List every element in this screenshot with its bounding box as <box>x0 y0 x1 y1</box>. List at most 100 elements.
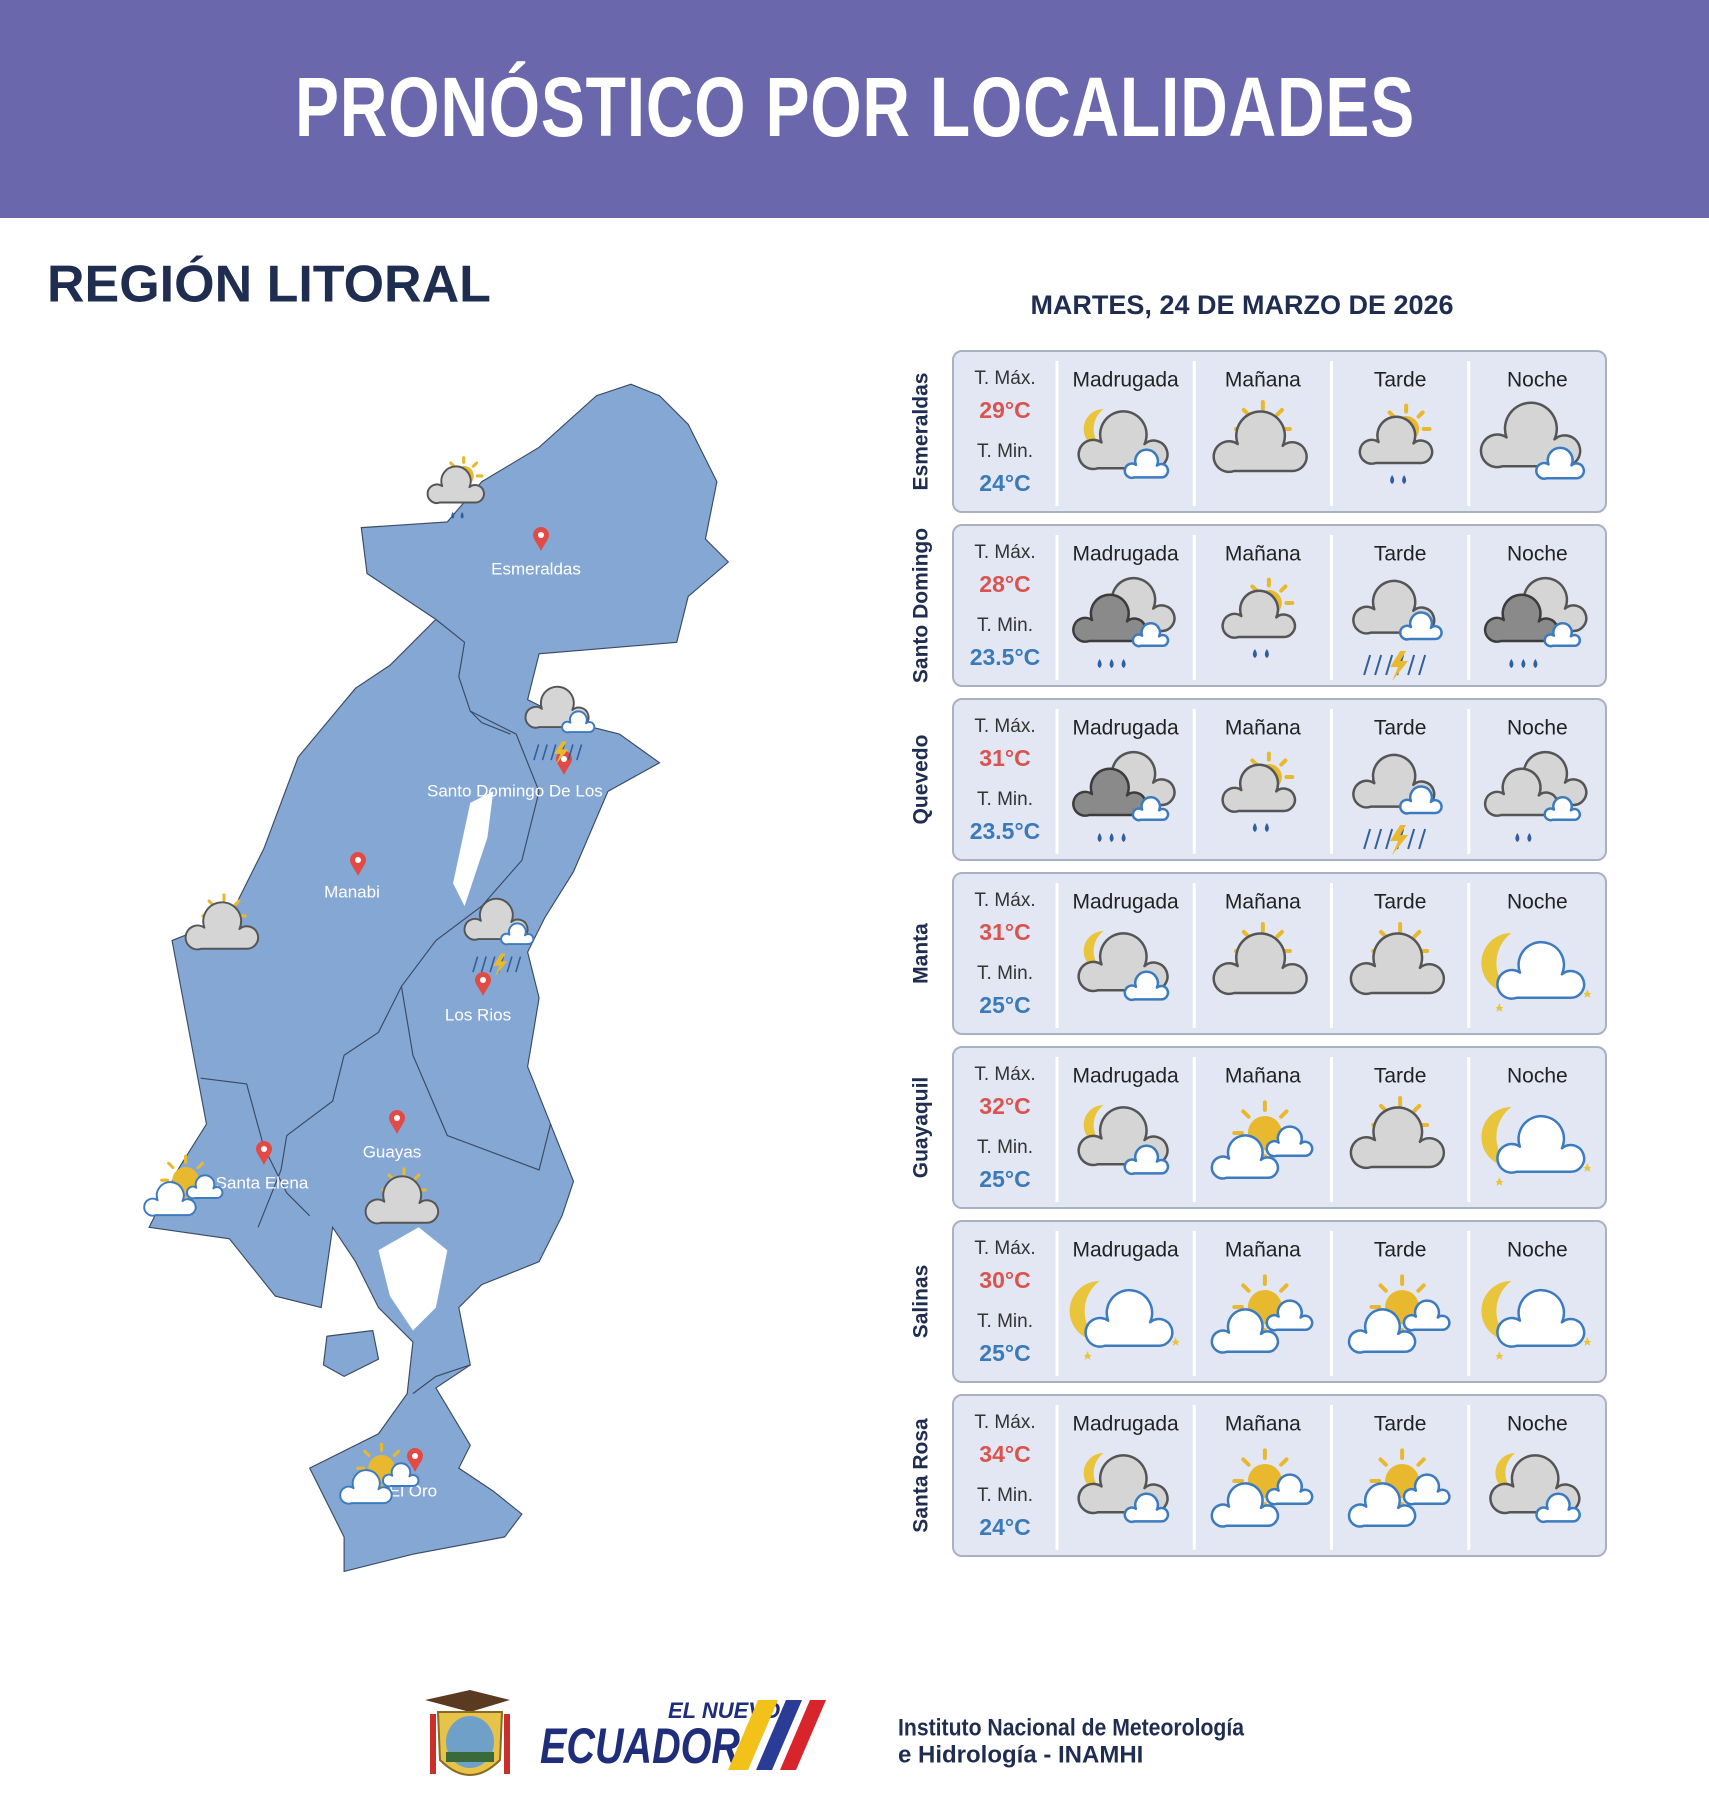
map-pin-dot <box>538 532 544 538</box>
tmax-value: 30°C <box>979 1267 1030 1293</box>
weather-icon <box>1483 750 1588 842</box>
sun-ray <box>1412 929 1422 939</box>
cloud <box>186 1174 224 1200</box>
cloud <box>1221 589 1297 639</box>
sun-ray <box>1275 407 1284 417</box>
tmax-label: T. Máx. <box>974 1412 1035 1433</box>
cloud <box>1347 1308 1417 1354</box>
cloud <box>1123 1492 1170 1524</box>
rain-line <box>1385 828 1394 850</box>
cloud <box>1543 622 1581 648</box>
stripe-yellow <box>728 1700 778 1770</box>
header-band <box>0 0 1709 218</box>
cloud <box>1535 446 1586 480</box>
rain-line <box>576 744 583 761</box>
tmax-label: T. Máx. <box>974 368 1035 389</box>
tmin-value: 23.5°C <box>970 644 1041 670</box>
cloud <box>1358 415 1434 465</box>
weather-icon <box>1077 409 1170 480</box>
cloud <box>1084 1288 1174 1348</box>
location-name: Santa Rosa <box>910 1418 933 1533</box>
tmax-value: 31°C <box>979 745 1030 771</box>
tmax-label: T. Máx. <box>974 1064 1035 1085</box>
island <box>322 1329 380 1378</box>
rain-line <box>1385 654 1394 676</box>
sun-ray <box>413 1173 421 1181</box>
lightning <box>554 741 569 765</box>
weather-icon <box>1481 1281 1592 1360</box>
cloud <box>143 1181 197 1217</box>
weather-icon <box>1077 1453 1170 1524</box>
star <box>1583 989 1592 998</box>
weather-icon <box>1347 1274 1451 1354</box>
rain-line <box>1363 828 1372 850</box>
period-label: Tarde <box>1374 543 1427 566</box>
forecast-row: Santo Domingo T. Máx. 28°C T. Min. 23.5°C Mad… <box>910 524 1607 687</box>
period-label: Tarde <box>1374 891 1427 914</box>
coast-region <box>148 383 730 1573</box>
rain-drop <box>1097 659 1102 668</box>
lightning <box>1390 651 1409 681</box>
tmin-label: T. Min. <box>977 1485 1033 1506</box>
rain-line <box>1407 654 1416 676</box>
cloud <box>1349 932 1446 996</box>
date: MARTES, 24 DE MARZO DE 2026 <box>1030 290 1453 320</box>
cloud <box>1131 622 1170 648</box>
period-label: Mañana <box>1225 717 1301 740</box>
rain-line <box>480 956 487 973</box>
cloud <box>1212 932 1308 996</box>
period-label: Tarde <box>1374 1413 1427 1436</box>
period-label: Mañana <box>1225 1239 1301 1262</box>
location-name: Santo Domingo <box>910 528 933 683</box>
map-label: Manabi <box>324 882 380 901</box>
header-title: PRONÓSTICO POR LOCALIDADES <box>295 60 1415 154</box>
rain-drop <box>1097 833 1102 842</box>
period-label: Noche <box>1507 369 1568 392</box>
flag-left <box>430 1714 436 1774</box>
map-weather-icon <box>364 1167 440 1225</box>
map-label: Santa Elena <box>216 1173 309 1192</box>
rain-line <box>1418 654 1427 676</box>
weather-icon <box>1358 403 1434 484</box>
cloud <box>1398 611 1443 641</box>
location-name: Salinas <box>910 1265 933 1339</box>
period-label: Noche <box>1507 891 1568 914</box>
location-name: Manta <box>910 923 933 984</box>
weather-icon <box>1349 922 1446 996</box>
moon <box>1481 933 1512 993</box>
rain-line <box>533 744 540 761</box>
sun-ray <box>1416 1283 1426 1293</box>
moon <box>1083 1453 1104 1493</box>
period-label: Tarde <box>1374 1065 1427 1088</box>
period-label: Noche <box>1507 1413 1568 1436</box>
sun-ray <box>1241 1283 1251 1293</box>
rain-drop <box>1402 475 1407 484</box>
institute-line-2: e Hidrología - INAMHI <box>898 1741 1143 1768</box>
rain-drop <box>1121 833 1126 842</box>
forecast-row: Guayaquil T. Máx. 32°C T. Min. 25°C Madrugada… <box>910 1046 1607 1209</box>
rain-drop <box>1252 649 1257 658</box>
cloud <box>1221 763 1297 813</box>
period-label: Noche <box>1507 1239 1568 1262</box>
cloud <box>1123 1144 1170 1176</box>
map-shapes <box>148 383 730 1573</box>
weather-icon <box>1210 1274 1314 1354</box>
map-pin-dot <box>480 977 486 983</box>
period-label: Madrugada <box>1073 543 1180 566</box>
cloud <box>1543 796 1581 822</box>
period-label: Tarde <box>1374 369 1427 392</box>
map-pin <box>475 972 491 996</box>
tmin-value: 25°C <box>979 992 1030 1018</box>
map-weather-icon <box>426 456 485 519</box>
period-label: Tarde <box>1374 1239 1427 1262</box>
sun-ray <box>233 899 241 907</box>
weather-icon <box>1212 400 1308 474</box>
cloud <box>1210 1308 1280 1354</box>
forecast-table: Esmeraldas T. Máx. 29°C T. Min. 24°C Madrugad… <box>910 350 1607 1557</box>
location-name: Quevedo <box>910 735 933 825</box>
map-pin-dot <box>561 756 567 762</box>
tmax-value: 32°C <box>979 1093 1030 1119</box>
rain-drop <box>1109 833 1114 842</box>
cloud <box>1210 1482 1280 1528</box>
